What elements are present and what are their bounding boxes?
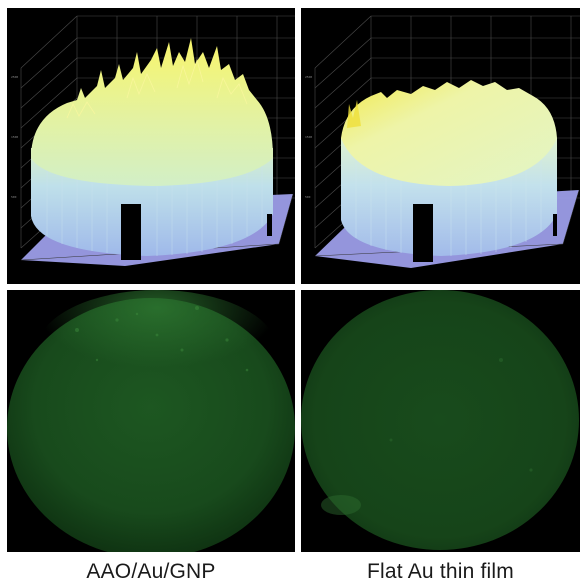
intensity-surface: [31, 38, 273, 186]
svg-text:1500: 1500: [305, 135, 312, 139]
svg-text:2500: 2500: [11, 75, 18, 79]
surface-plot-aao-au-gnp: 2500 1500 500: [7, 8, 295, 284]
fluorescence-image-flat-au: [301, 290, 580, 552]
plot-slit: [121, 204, 141, 260]
svg-text:500: 500: [11, 195, 17, 199]
surface-plot-flat-au: 2500 1500 500: [301, 8, 580, 284]
fluorescence-image-aao-au-gnp: [7, 290, 295, 552]
caption-aao-au-gnp: AAO/Au/GNP: [86, 560, 216, 583]
fluorescence-field: [301, 290, 579, 550]
svg-text:1500: 1500: [11, 135, 18, 139]
svg-text:2500: 2500: [305, 75, 312, 79]
intensity-surface: [341, 80, 557, 186]
svg-text:500: 500: [305, 195, 311, 199]
caption-flat-au-thin-film: Flat Au thin film: [367, 560, 514, 583]
